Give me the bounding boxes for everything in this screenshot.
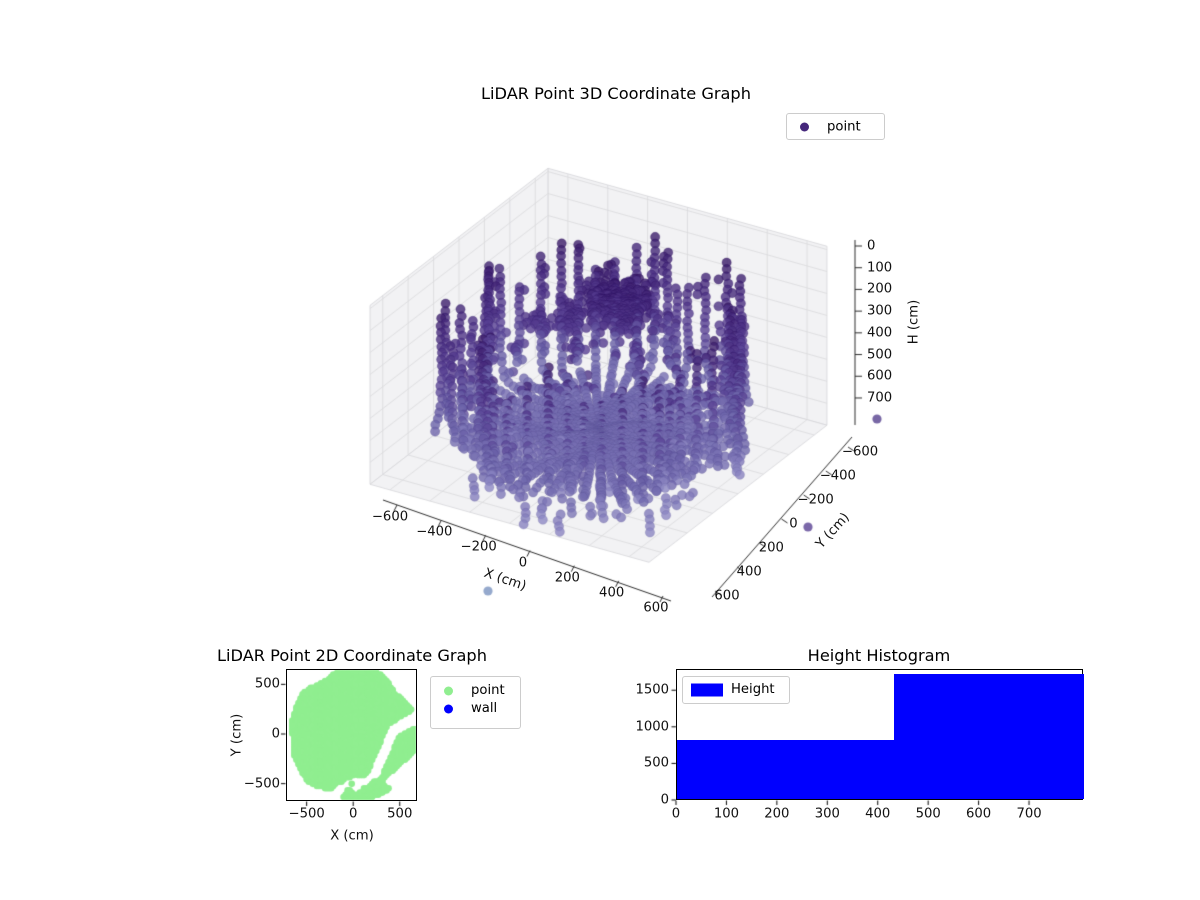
hist-title: Height Histogram	[807, 646, 951, 665]
plot2d-ytick: 500	[254, 676, 280, 692]
hist-xtick: 100	[713, 806, 740, 822]
plot2d-xtick: 500	[387, 806, 413, 822]
plot2d-ytick: 0	[271, 726, 280, 742]
plot3d-xtick: 200	[554, 570, 580, 586]
wall-marker-icon	[444, 704, 453, 714]
legend-label-height: Height	[731, 682, 775, 697]
plot2d-axes	[286, 669, 417, 801]
hist-xtick: 300	[814, 806, 840, 822]
hist-bar	[677, 740, 894, 799]
plot2d-ylabel: Y (cm)	[229, 713, 245, 757]
plot2d-xtick: 0	[348, 806, 358, 822]
hist-xtick: 700	[1016, 806, 1042, 822]
plot3d-title: LiDAR Point 3D Coordinate Graph	[481, 84, 751, 103]
plot3d-xtick: 600	[643, 600, 669, 616]
plot3d-legend: point	[786, 113, 885, 140]
plot3d-ytick: 400	[736, 564, 762, 580]
point-marker-icon	[800, 122, 809, 131]
legend-label-wall: wall	[471, 701, 498, 716]
plot3d-ztick: 100	[867, 260, 893, 276]
plot3d-xtick: −400	[416, 524, 453, 540]
hist-ytick: 500	[643, 755, 669, 771]
plot3d-ytick: −200	[797, 492, 834, 508]
plot2d-xlabel: X (cm)	[330, 828, 374, 844]
plot3d-xtick: 400	[599, 585, 625, 601]
plot3d-ztick: 600	[867, 368, 893, 384]
plot3d-ztick: 0	[867, 238, 876, 254]
hist-ytick: 0	[660, 792, 669, 808]
hist-xtick: 400	[865, 806, 891, 822]
plot3d-ytick: −400	[819, 468, 856, 484]
plot3d-ztick: 700	[867, 390, 893, 406]
legend-label-point: point	[471, 683, 505, 698]
legend-label-point: point	[827, 119, 861, 134]
plot2d-xtick: −500	[288, 806, 325, 822]
hist-ytick: 1500	[635, 682, 669, 698]
plot3d-ytick: −600	[841, 444, 879, 460]
hist-xtick: 0	[671, 806, 681, 822]
hist-xtick: 500	[915, 806, 941, 822]
hist-xtick: 600	[966, 806, 992, 822]
height-swatch-icon	[691, 683, 723, 697]
plot3d-xtick: 0	[518, 555, 528, 570]
hist-bar	[893, 673, 1084, 799]
plot2d-title: LiDAR Point 2D Coordinate Graph	[217, 646, 487, 665]
plot3d-xtick: −200	[460, 539, 497, 555]
point-marker-icon	[444, 686, 453, 696]
hist-legend: Height	[682, 676, 790, 704]
plot3d-ytick: 600	[714, 588, 740, 604]
plot3d-xtick: −600	[371, 509, 409, 525]
plot3d-ztick: 200	[867, 281, 893, 297]
plot3d-ztick: 500	[867, 347, 893, 363]
hist-xtick: 200	[764, 806, 790, 822]
plot3d-ytick: 200	[758, 540, 784, 556]
hist-ytick: 1000	[635, 719, 669, 735]
plot3d-zlabel: H (cm)	[906, 299, 922, 345]
plot2d-ytick: −500	[243, 776, 280, 792]
hist-axes	[676, 669, 1084, 800]
plot3d-ztick: 400	[867, 325, 893, 341]
plot3d-ztick: 300	[867, 303, 893, 319]
plot3d-ytick: 0	[789, 516, 798, 532]
plot2d-legend: point wall	[430, 676, 521, 729]
